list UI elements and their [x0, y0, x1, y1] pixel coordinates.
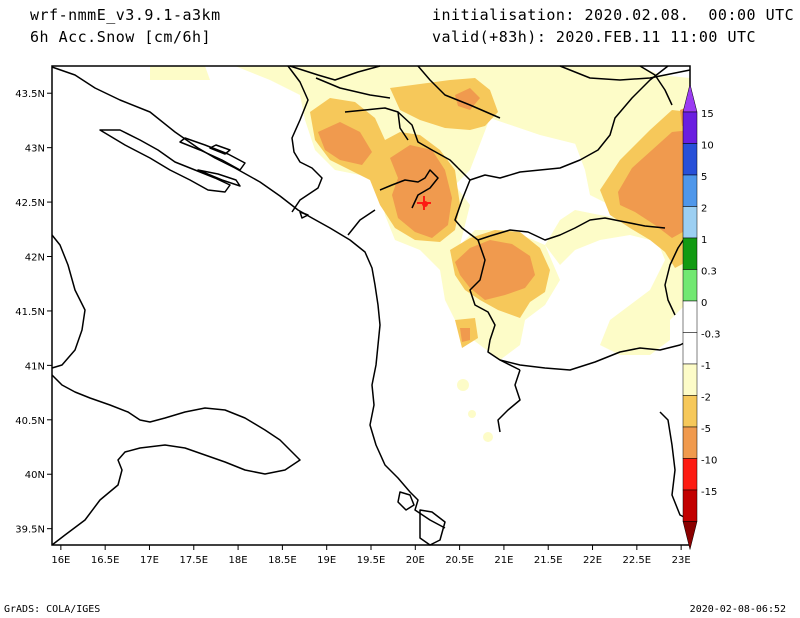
coastlines-and-borders: [51, 65, 691, 546]
lon-tick-label: 19E: [317, 555, 336, 566]
colorbar-swatch: [682, 332, 698, 365]
lon-tick-label: 21.5E: [534, 555, 563, 566]
lon-tick-label: 18E: [229, 555, 248, 566]
colorbar-bottom-arrow: [682, 521, 698, 550]
colorbar-label: 2: [701, 204, 707, 215]
snow-heavy-area: [318, 88, 690, 342]
colorbar-label: 15: [701, 109, 714, 120]
colorbar-label: 10: [701, 141, 714, 152]
lon-tick-label: 17E: [140, 555, 159, 566]
colorbar-swatch: [682, 143, 698, 176]
lon-tick-label: 22.5E: [623, 555, 652, 566]
colorbar-swatch: [682, 395, 698, 428]
lat-tick-label: 42N: [25, 253, 45, 264]
lat-tick-label: 43N: [25, 144, 45, 155]
colorbar-label: -5: [701, 424, 711, 435]
colorbar-label: 0.3: [701, 267, 717, 278]
plot-timestamp: 2020-02-08-06:52: [689, 604, 786, 615]
lat-tick-label: 42.5N: [15, 198, 45, 209]
software-credit: GrADS: COLA/IGES: [4, 604, 101, 615]
latitude-axis: 43.5N 43N 42.5N 42N 41.5N 41N 40.5N 40N 39.5N: [15, 89, 52, 536]
lat-tick-label: 43.5N: [15, 89, 45, 100]
colorbar-swatch: [682, 363, 698, 396]
variable-title: 6h Acc.Snow [cm/6h]: [30, 28, 212, 46]
colorbar-swatch: [682, 458, 698, 491]
lon-tick-label: 21E: [494, 555, 513, 566]
lat-tick-label: 40.5N: [15, 416, 45, 427]
model-title: wrf-nmmE_v3.9.1-a3km: [30, 6, 221, 24]
lon-tick-label: 16E: [51, 555, 70, 566]
longitude-axis: 16E 16.5E 17E 17.5E 18E 18.5E 19E 19.5E 20E 20.5E…: [51, 545, 691, 566]
lon-tick-label: 23E: [672, 555, 691, 566]
lon-tick-label: 18.5E: [268, 555, 297, 566]
lon-tick-label: 20.5E: [445, 555, 474, 566]
colorbar-label: -15: [701, 487, 717, 498]
city-marker: [417, 196, 431, 210]
colorbar-swatch: [682, 206, 698, 239]
lat-tick-label: 40N: [25, 470, 45, 481]
lat-tick-label: 39.5N: [15, 525, 45, 536]
lon-tick-label: 19.5E: [357, 555, 386, 566]
lat-tick-label: 41N: [25, 361, 45, 372]
colorbar-label: 5: [701, 172, 707, 183]
colorbar-label: -0.3: [701, 330, 721, 341]
colorbar-label: -1: [701, 361, 711, 372]
colorbar-swatch: [682, 300, 698, 333]
initialisation-time: initialisation: 2020.02.08. 00:00 UTC: [432, 6, 795, 24]
colorbar-label: -10: [701, 456, 717, 467]
colorbar-swatch: [682, 489, 698, 522]
colorbar-swatch: [682, 174, 698, 207]
lon-tick-label: 17.5E: [179, 555, 208, 566]
colorbar-swatch: [682, 426, 698, 459]
valid-time: valid(+83h): 2020.FEB.11 11:00 UTC: [432, 28, 757, 46]
colorbar-swatch: [682, 111, 698, 144]
lat-tick-label: 41.5N: [15, 307, 45, 318]
snowfall-field: [150, 66, 690, 442]
colorbar-legend: 15 10 5 2 1 0.3 0 -0.3 -1 -2 -5 -10 -15: [682, 83, 721, 550]
lon-tick-label: 16.5E: [91, 555, 120, 566]
lon-tick-label: 20E: [406, 555, 425, 566]
colorbar-swatch: [682, 269, 698, 302]
snow-light-area: [150, 66, 690, 442]
colorbar-label: 1: [701, 235, 707, 246]
colorbar-label: 0: [701, 298, 707, 309]
lon-tick-label: 22E: [583, 555, 602, 566]
colorbar-label: -2: [701, 393, 711, 404]
colorbar-swatch: [682, 237, 698, 270]
